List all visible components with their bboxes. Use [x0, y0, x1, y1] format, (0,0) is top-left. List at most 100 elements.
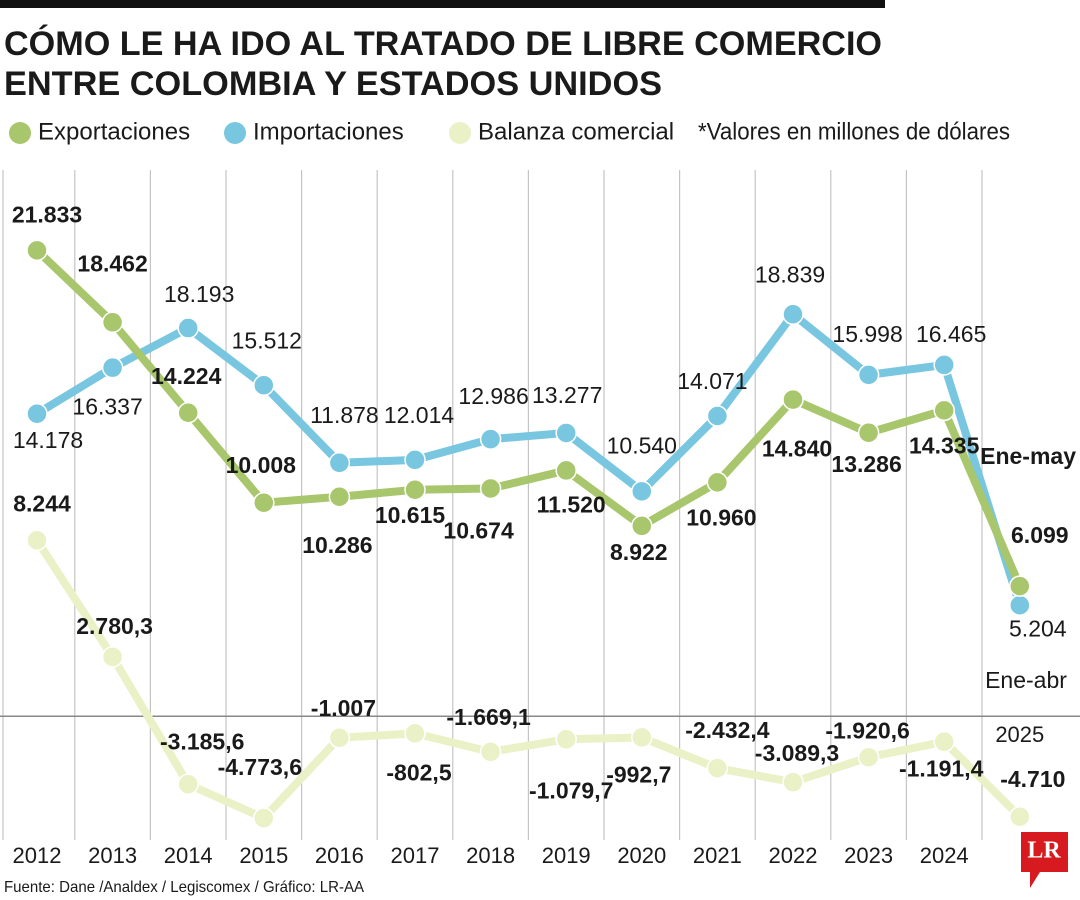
x-tick-label: 2012	[13, 843, 62, 868]
data-point	[404, 722, 426, 745]
data-label: 12.014	[384, 402, 455, 428]
data-point	[857, 422, 880, 444]
data-label: -2.432,4	[685, 717, 770, 743]
data-point	[555, 459, 577, 482]
data-label: 12.986	[458, 383, 528, 409]
data-point	[857, 746, 880, 768]
data-label: 10.540	[607, 432, 677, 458]
data-label: -992,7	[606, 762, 671, 788]
annotation: Ene-may	[980, 443, 1076, 469]
data-label: 14.224	[151, 363, 222, 389]
data-point	[479, 741, 502, 763]
chart-title: ENTRE COLOMBIA Y ESTADOS UNIDOS	[4, 65, 662, 103]
legend-marker	[224, 122, 246, 144]
data-label: -1.920,6	[825, 717, 909, 743]
x-tick-label: 2024	[920, 843, 969, 868]
data-point	[177, 401, 199, 424]
data-label: 10.008	[226, 452, 297, 478]
x-tick-label: 2014	[164, 843, 213, 868]
series-line	[33, 246, 1024, 591]
data-label: 11.878	[310, 402, 379, 428]
data-label: 10.674	[443, 518, 514, 544]
data-point	[177, 773, 199, 795]
data-label: -4.710	[1000, 766, 1065, 792]
data-label: 8.922	[610, 539, 668, 565]
data-point	[706, 405, 729, 427]
data-label: 13.277	[532, 382, 602, 408]
data-point	[933, 399, 955, 422]
data-point	[177, 317, 199, 339]
data-point	[782, 303, 804, 326]
x-tick-label: 2022	[769, 843, 818, 868]
data-point	[26, 239, 48, 262]
data-point	[404, 478, 426, 501]
data-point	[631, 480, 653, 503]
data-point	[253, 807, 275, 829]
top-bar	[0, 0, 885, 8]
data-label: -802,5	[386, 759, 451, 785]
data-label: 14.071	[677, 368, 747, 394]
annotation: Ene-abr	[985, 667, 1067, 693]
source: Fuente: Dane /Analdex / Legiscomex / Grá…	[4, 879, 364, 896]
data-label: 21.833	[12, 201, 82, 227]
x-tick-label: 2018	[466, 843, 515, 868]
data-label: 11.520	[537, 492, 606, 518]
logo: LR	[1027, 838, 1061, 864]
series-line	[33, 536, 1024, 823]
data-label: 2.780,3	[76, 613, 153, 639]
data-point	[328, 452, 351, 474]
data-label: 6.099	[1011, 522, 1069, 548]
data-point	[782, 771, 804, 793]
data-point	[933, 730, 955, 753]
data-label: -1.191,4	[899, 756, 984, 782]
data-point	[26, 402, 48, 425]
data-point	[328, 726, 351, 749]
data-label: -4.773,6	[218, 754, 302, 780]
data-label: 15.512	[232, 327, 302, 353]
data-point	[706, 471, 729, 494]
x-tick-label: 2016	[315, 843, 364, 868]
data-label: 5.204	[1009, 615, 1067, 641]
data-point	[101, 311, 124, 334]
logo-box	[1021, 832, 1068, 888]
data-point	[479, 477, 502, 500]
x-tick-label: 2015	[239, 843, 288, 868]
data-point	[631, 515, 653, 537]
data-label: -1.079,7	[529, 777, 613, 803]
x-tick-label: 2017	[391, 843, 440, 868]
x-tick-label: 2025	[995, 722, 1044, 747]
data-point	[253, 491, 275, 514]
data-point	[933, 354, 955, 376]
data-point	[26, 529, 48, 552]
data-point	[857, 364, 880, 386]
data-point	[101, 356, 124, 379]
data-label: -1.669,1	[446, 704, 531, 730]
data-label: 13.286	[831, 451, 901, 477]
data-point	[631, 726, 653, 749]
data-point	[253, 374, 275, 397]
data-point	[555, 422, 577, 444]
data-label: 10.615	[375, 502, 446, 528]
data-point	[555, 728, 577, 751]
x-tick-label: 2019	[542, 843, 591, 868]
x-tick-label: 2020	[617, 843, 666, 868]
data-label: 16.337	[72, 394, 142, 420]
data-label: 18.193	[164, 281, 234, 307]
data-label: 14.335	[909, 432, 980, 458]
x-tick-label: 2013	[88, 843, 137, 868]
data-label: -3.089,3	[755, 740, 839, 766]
data-point	[1009, 575, 1031, 597]
data-point	[101, 646, 124, 668]
data-label: 18.839	[755, 261, 825, 287]
data-label: 14.840	[762, 436, 832, 462]
series-line	[33, 310, 1024, 610]
legend-label: Importaciones	[253, 118, 404, 145]
x-tick-label: 2021	[693, 843, 742, 868]
data-point	[706, 757, 729, 779]
data-point	[782, 388, 804, 411]
data-label: -1.007	[311, 695, 376, 721]
legend-marker	[9, 122, 31, 144]
legend-marker	[449, 122, 471, 144]
